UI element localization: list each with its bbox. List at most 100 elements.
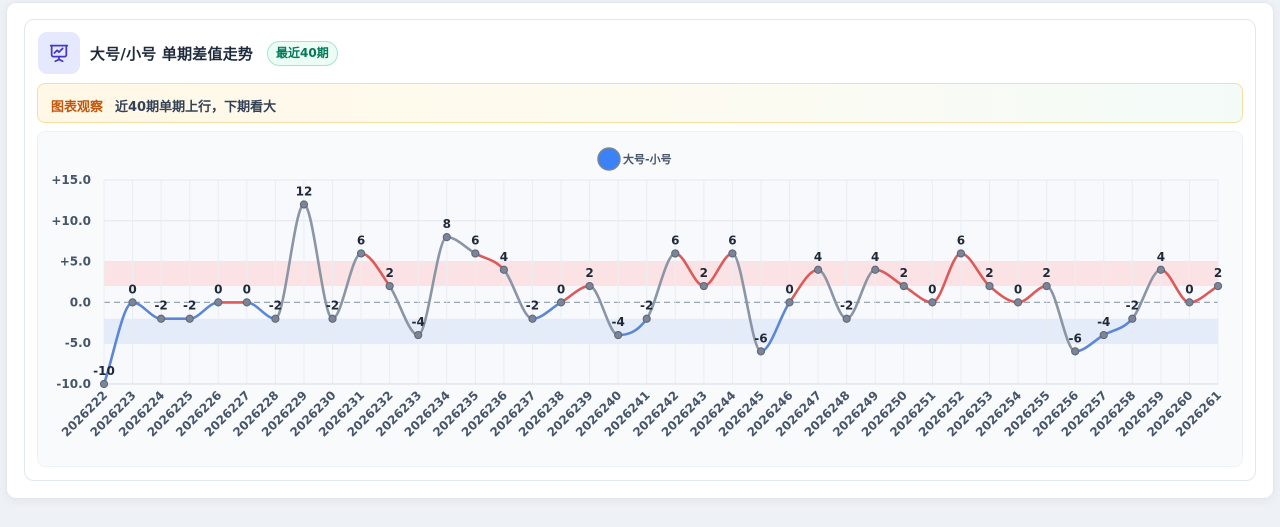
data-point [928, 298, 937, 307]
data-point [756, 347, 766, 356]
data-point [585, 281, 594, 291]
data-label: -2 [640, 299, 653, 313]
y-tick-label: +5.0 [60, 255, 91, 269]
data-point [1013, 298, 1023, 307]
data-point [842, 314, 851, 323]
y-tick-label: +15.0 [51, 173, 91, 187]
data-label: 0 [928, 282, 936, 296]
observation-label: 图表观察 [51, 100, 104, 115]
data-label: 0 [128, 282, 136, 296]
data-label: -10 [93, 364, 115, 378]
data-point [271, 314, 280, 323]
data-point [728, 249, 737, 258]
data-point [642, 314, 651, 323]
data-label: 2 [385, 266, 393, 280]
data-point [1128, 314, 1137, 323]
data-label: 4 [1157, 250, 1165, 264]
series-line-segment [731, 252, 763, 353]
data-point [528, 314, 537, 323]
data-point [214, 298, 223, 307]
data-point [499, 265, 508, 274]
data-label: 0 [1014, 282, 1022, 296]
data-label: -4 [412, 315, 425, 329]
data-point [814, 265, 823, 274]
data-label: 4 [500, 250, 508, 264]
observation-text: 近40期单期上行，下期看大 [115, 100, 277, 115]
data-point [614, 330, 623, 340]
data-point [785, 298, 794, 307]
period-badge: 最近40期 [267, 41, 338, 66]
data-point [1213, 281, 1223, 291]
y-tick-label: -10.0 [56, 377, 91, 391]
data-point [556, 298, 566, 307]
series-line-segment [274, 203, 306, 321]
series-line-segment [416, 235, 449, 337]
data-label: -6 [754, 331, 767, 345]
data-label: -2 [326, 299, 339, 313]
data-label: -6 [1069, 331, 1082, 345]
data-point [471, 249, 480, 258]
data-label: 0 [557, 282, 565, 296]
data-point [899, 281, 908, 291]
data-point [699, 281, 708, 291]
y-tick-label: +10.0 [51, 214, 91, 228]
data-label: 6 [728, 233, 736, 247]
presentation-chart-icon [38, 32, 80, 74]
data-point [385, 281, 394, 291]
data-point [671, 249, 680, 258]
data-label: 4 [871, 250, 879, 264]
data-point [99, 379, 109, 389]
data-point [328, 314, 337, 323]
data-point [442, 233, 451, 242]
data-label: 2 [585, 266, 593, 280]
data-point [985, 281, 994, 291]
legend-label: 大号-小号 [623, 152, 672, 166]
page-title: 大号/小号 单期差值走势 [90, 45, 254, 63]
data-label: 0 [243, 282, 251, 296]
data-point [242, 298, 251, 307]
observation-banner: 图表观察 近40期单期上行，下期看大 [37, 83, 1243, 123]
data-label: -2 [1126, 299, 1139, 313]
data-label: 6 [357, 233, 365, 247]
data-label: 6 [671, 233, 679, 247]
data-label: 0 [1185, 282, 1193, 296]
y-tick-label: -5.0 [65, 336, 91, 350]
data-point [356, 249, 366, 258]
data-point [128, 298, 137, 307]
data-point [871, 265, 880, 274]
data-label: 2 [700, 266, 708, 280]
data-label: -2 [269, 299, 282, 313]
data-label: 6 [957, 233, 965, 247]
series-line-segment [302, 203, 334, 321]
lower-band [104, 318, 1218, 344]
data-point [1071, 347, 1080, 356]
y-tick-label: 0.0 [70, 295, 91, 309]
data-point [299, 200, 309, 209]
data-label: -2 [840, 299, 853, 313]
data-point [1156, 265, 1165, 274]
data-label: -2 [183, 299, 196, 313]
data-label: 0 [214, 282, 222, 296]
data-point [185, 314, 194, 323]
data-label: -4 [1097, 315, 1110, 329]
legend-marker [597, 147, 621, 171]
data-point [1042, 281, 1051, 291]
data-point [157, 314, 166, 323]
data-label: 4 [814, 250, 822, 264]
data-point [414, 330, 423, 340]
data-label: -2 [526, 299, 539, 313]
data-point [1185, 298, 1194, 307]
data-point [1099, 330, 1108, 340]
data-label: -2 [154, 299, 167, 313]
data-label: 2 [1042, 266, 1050, 280]
line-chart: +15.0+10.0+5.00.0-5.0-10.020262222026223… [51, 147, 1224, 439]
data-label: 0 [785, 282, 793, 296]
data-label: 6 [471, 233, 479, 247]
chart-area: +15.0 +10.0 +5.0 0.0 -5.0 -10.0 2026222 2026223… [37, 131, 1243, 467]
data-label: 2 [1214, 266, 1222, 280]
data-label: 8 [443, 217, 451, 231]
data-label: 2 [985, 266, 993, 280]
data-point [956, 249, 966, 258]
data-label: 2 [900, 266, 908, 280]
data-label: 12 [296, 184, 313, 198]
